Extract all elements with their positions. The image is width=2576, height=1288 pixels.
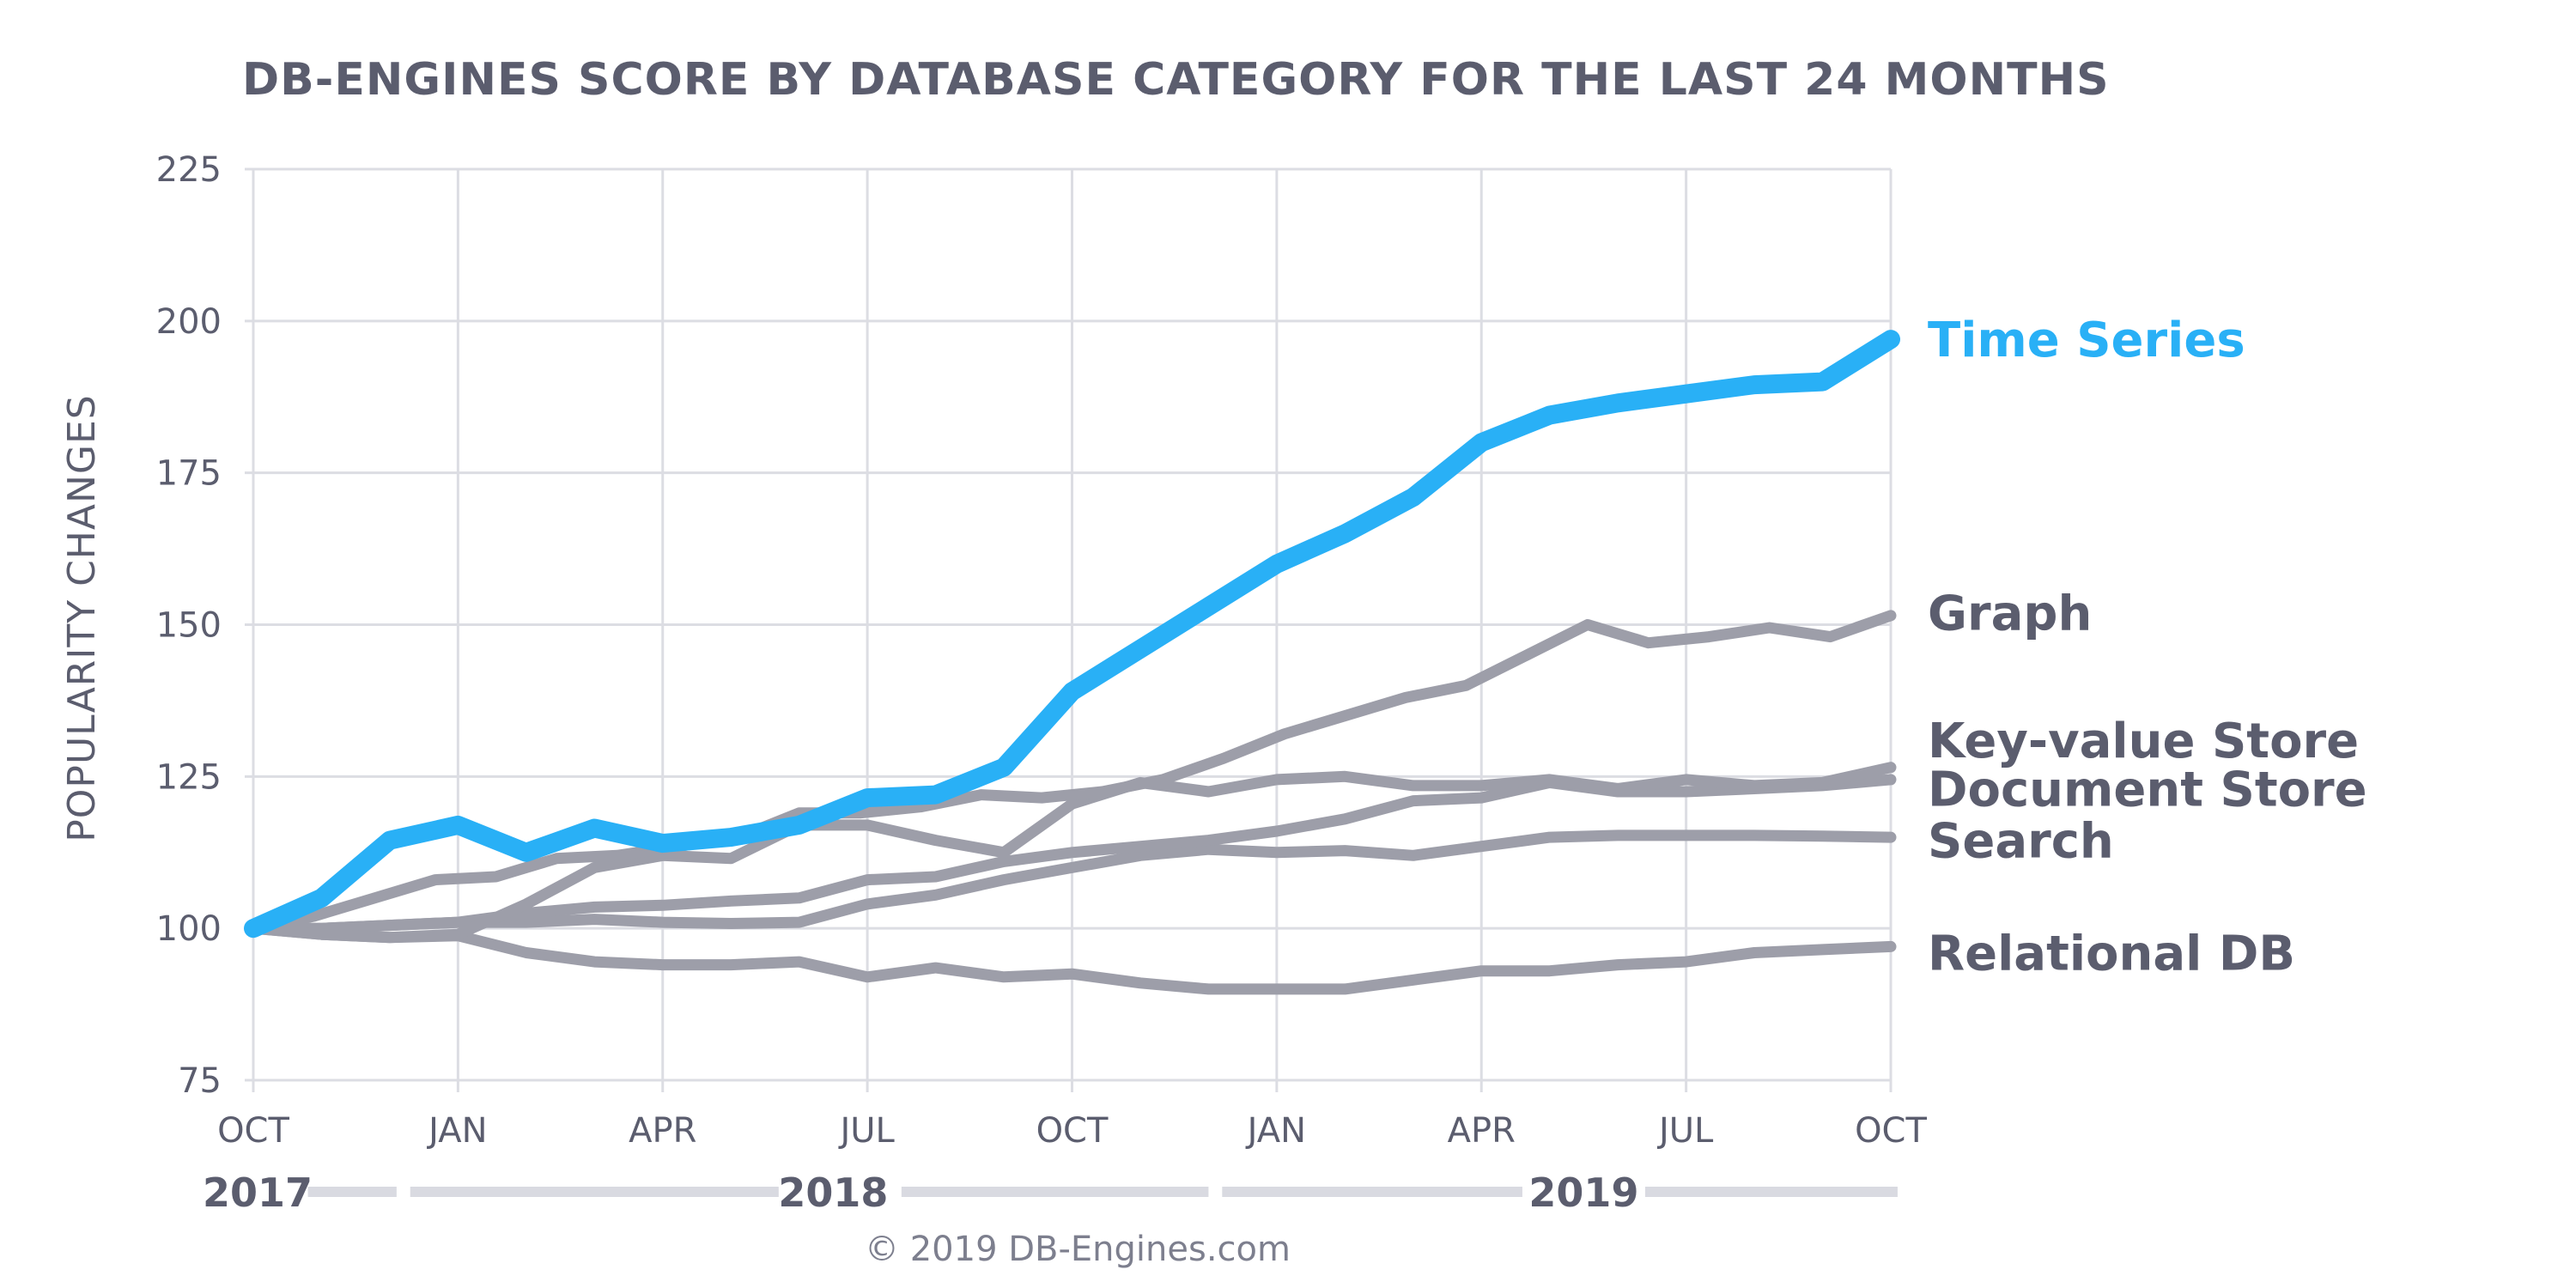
year-label-2019: 2019 xyxy=(1528,1170,1638,1216)
year-label-2018: 2018 xyxy=(778,1170,888,1216)
y-tick-label: 225 xyxy=(156,150,222,190)
x-tick-label: JUL xyxy=(837,1111,895,1151)
y-tick-label: 100 xyxy=(156,909,222,949)
series-line-key-value-store xyxy=(247,762,1897,944)
grid xyxy=(245,167,1893,1092)
series-label-key-value-store: Key-value Store xyxy=(1928,714,2359,769)
y-tick-label: 175 xyxy=(156,454,222,494)
y-tick-label: 150 xyxy=(156,606,222,646)
x-tick-label: JUL xyxy=(1656,1111,1714,1151)
x-tick-label: OCT xyxy=(1036,1111,1109,1151)
series-line-graph xyxy=(247,610,1897,934)
year-label-2017: 2017 xyxy=(203,1170,313,1216)
series-label-document-store: Document Store xyxy=(1928,762,2367,817)
series-line-relational-db xyxy=(247,922,1897,995)
series-label-relational-db: Relational DB xyxy=(1928,926,2295,981)
y-axis-label: POPULARITY CHANGES xyxy=(60,394,104,841)
series-line-time-series xyxy=(244,330,1900,939)
x-tick-label: APR xyxy=(1448,1111,1516,1151)
x-tick-label: APR xyxy=(629,1111,696,1151)
x-tick-label: JAN xyxy=(1245,1111,1306,1151)
year-axis: 2017 2018 2019 xyxy=(203,1170,1898,1216)
y-tick-label: 75 xyxy=(178,1061,222,1101)
x-tick-label: OCT xyxy=(1855,1111,1927,1151)
series-label-time-series: Time Series xyxy=(1928,313,2245,368)
series-lines xyxy=(244,330,1900,995)
series-label-search: Search xyxy=(1928,814,2114,870)
chart-title: DB-ENGINES SCORE BY DATABASE CATEGORY FO… xyxy=(242,54,2110,106)
y-tick-label: 125 xyxy=(156,757,222,797)
series-line-search xyxy=(247,829,1897,934)
axes: 225 200 175 150 125 100 75 OCT JAN APR JUL OCT JAN AP… xyxy=(156,150,1928,1151)
x-tick-label: OCT xyxy=(217,1111,289,1151)
x-tick-label: JAN xyxy=(426,1111,487,1151)
series-label-graph: Graph xyxy=(1928,586,2092,641)
y-tick-label: 200 xyxy=(156,302,222,342)
credit: © 2019 DB-Engines.com xyxy=(865,1230,1291,1269)
